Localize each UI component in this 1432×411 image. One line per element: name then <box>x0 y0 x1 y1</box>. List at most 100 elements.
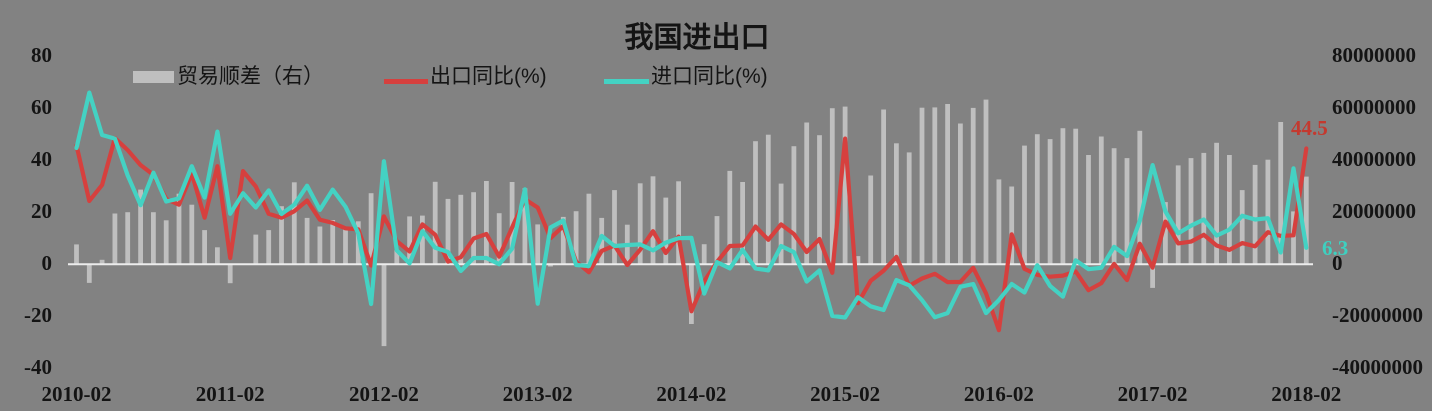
bar-trade-surplus <box>368 193 374 265</box>
y-axis-right-tick-label: 20000000 <box>1332 199 1416 224</box>
bar-trade-surplus <box>701 244 707 265</box>
bar-trade-surplus <box>868 175 874 265</box>
bar-trade-surplus <box>1060 128 1066 265</box>
bar-trade-surplus <box>637 183 643 265</box>
bar-trade-surplus <box>1009 186 1015 265</box>
y-axis-left-tick-label: 0 <box>41 251 53 276</box>
bar-trade-surplus <box>650 176 656 265</box>
bar-trade-surplus <box>1227 155 1232 265</box>
bar-trade-surplus <box>894 143 899 265</box>
bar-trade-surplus <box>1188 158 1194 265</box>
bar-trade-surplus <box>676 181 681 265</box>
legend-swatch-trade-surplus <box>133 71 174 83</box>
bar-trade-surplus <box>765 134 771 265</box>
import-yoy-line <box>74 90 1309 320</box>
bar-trade-surplus <box>1291 211 1296 265</box>
bar-trade-surplus <box>791 146 797 265</box>
bar-trade-surplus <box>1111 148 1117 265</box>
bar-trade-surplus <box>753 141 758 265</box>
bar-trade-surplus <box>1124 158 1130 265</box>
bar-trade-surplus <box>112 213 118 265</box>
bar-trade-surplus <box>804 122 810 265</box>
y-axis-left-tick-label: -40 <box>24 355 52 380</box>
bar-trade-surplus <box>291 182 297 265</box>
y-axis-left-tick-label: -20 <box>24 303 52 328</box>
y-axis-left-tick-label: 60 <box>31 95 52 120</box>
bar-trade-surplus <box>74 244 79 265</box>
bar-trade-surplus <box>163 220 169 265</box>
bar-trade-surplus <box>522 188 528 265</box>
bar-trade-surplus <box>215 247 220 265</box>
bar-trade-surplus <box>381 264 387 347</box>
bar-trade-surplus <box>612 190 617 265</box>
bar-trade-surplus <box>227 264 233 284</box>
bar-trade-surplus <box>945 104 950 265</box>
bar-trade-surplus <box>1265 159 1271 265</box>
bar-trade-surplus <box>330 220 336 265</box>
bar-trade-surplus <box>394 250 400 265</box>
y-axis-right-tick-label: 80000000 <box>1332 43 1416 68</box>
y-axis-left-tick-label: 20 <box>31 199 52 224</box>
y-axis-right-tick-label: 40000000 <box>1332 147 1416 172</box>
bar-trade-surplus <box>1022 145 1027 265</box>
bar-trade-surplus <box>663 197 669 265</box>
bar-trade-surplus <box>1047 139 1053 265</box>
bar-trade-surplus <box>1098 136 1104 265</box>
export-yoy-line <box>74 136 1309 333</box>
x-axis-tick-label: 2011-02 <box>195 382 265 406</box>
bar-trade-surplus <box>1073 128 1079 265</box>
bar-trade-surplus <box>535 224 541 265</box>
bar-trade-surplus <box>1175 165 1181 265</box>
x-axis-tick-label: 2014-02 <box>656 382 727 406</box>
bar-trade-surplus <box>253 234 259 265</box>
bar-trade-surplus <box>1303 176 1309 265</box>
bar-trade-surplus <box>125 212 131 265</box>
bar-trade-surplus <box>266 230 272 265</box>
x-axis-tick-label: 2016-02 <box>963 382 1034 406</box>
bar-trade-surplus <box>586 193 592 265</box>
bar-trade-surplus <box>99 259 105 265</box>
bar-trade-surplus <box>689 264 694 324</box>
bar-trade-surplus <box>727 170 733 265</box>
bar-trade-surplus <box>842 106 848 265</box>
bar-trade-surplus <box>407 216 412 265</box>
legend-label-trade-surplus: 贸易顺差（右） <box>177 65 324 88</box>
bar-trade-surplus <box>496 213 502 265</box>
bar-trade-surplus <box>714 216 720 265</box>
bar-trade-surplus <box>1214 142 1219 265</box>
bar-trade-surplus <box>560 216 566 265</box>
bar-trade-surplus <box>138 189 143 265</box>
y-axis-right-tick-label: 0 <box>1332 251 1343 276</box>
bar-trade-surplus <box>458 194 464 265</box>
bar-trade-surplus <box>1034 134 1040 265</box>
bar-trade-surplus <box>86 264 92 283</box>
bar-trade-surplus <box>343 226 348 265</box>
bar-trade-surplus <box>1150 264 1155 288</box>
bar-trade-surplus <box>919 107 925 265</box>
legend-swatch-import-line <box>604 79 649 84</box>
x-axis-tick-label: 2013-02 <box>502 382 573 406</box>
x-axis-tick-label: 2015-02 <box>810 382 881 406</box>
bar-trade-surplus <box>855 256 861 265</box>
bar-trade-surplus <box>471 192 476 265</box>
y-axis-left-tick-label: 40 <box>31 147 52 172</box>
bar-trade-surplus <box>817 135 822 265</box>
y-axis-right-tick-label: -20000000 <box>1332 303 1423 328</box>
bar-trade-surplus <box>189 204 195 265</box>
bar-trade-surplus <box>881 109 886 265</box>
bar-trade-surplus <box>740 182 745 265</box>
last-value-label-import: 6.3 <box>1322 236 1349 260</box>
bar-trade-surplus <box>932 107 938 265</box>
bar-trade-surplus <box>445 198 451 265</box>
bar-trade-surplus <box>1278 122 1284 265</box>
bar-trade-surplus <box>983 99 989 265</box>
bar-trade-surplus <box>1239 190 1245 265</box>
bar-trade-surplus <box>829 108 835 265</box>
legend-label-export-line: 出口同比(%) <box>430 65 547 88</box>
y-axis-right-tick-label: 60000000 <box>1332 95 1416 120</box>
bar-trade-surplus <box>548 264 553 267</box>
bar-trade-surplus <box>420 215 425 265</box>
bar-trade-surplus <box>970 107 976 265</box>
